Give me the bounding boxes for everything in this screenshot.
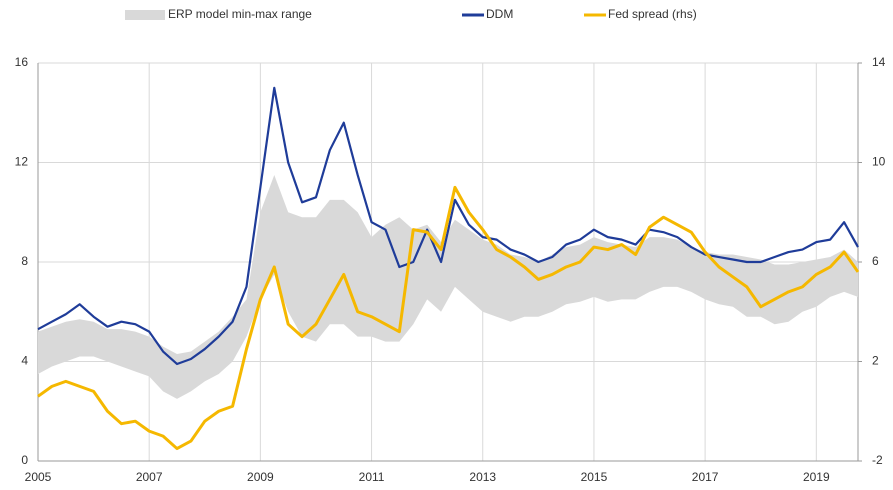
y-tick-label: 16 xyxy=(15,55,29,69)
legend-label: ERP model min-max range xyxy=(168,7,312,21)
y-tick-label: 12 xyxy=(15,155,29,169)
legend-label: DDM xyxy=(486,7,513,21)
legend-label: Fed spread (rhs) xyxy=(608,7,697,21)
x-tick-label: 2015 xyxy=(581,470,608,484)
range-band xyxy=(38,174,858,399)
x-tick-label: 2019 xyxy=(803,470,830,484)
y2-tick-label: -2 xyxy=(872,453,883,467)
series-line xyxy=(37,185,860,451)
y2-tick-label: 10 xyxy=(872,155,886,169)
x-tick-label: 2007 xyxy=(136,470,163,484)
y-tick-label: 4 xyxy=(21,354,28,368)
x-tick-label: 2005 xyxy=(25,470,52,484)
x-tick-label: 2017 xyxy=(692,470,719,484)
y-tick-label: 8 xyxy=(21,254,28,268)
y2-tick-label: 6 xyxy=(872,254,879,268)
x-tick-label: 2009 xyxy=(247,470,274,484)
x-tick-label: 2011 xyxy=(359,470,385,484)
x-tick-label: 2013 xyxy=(469,470,496,484)
y2-tick-label: 2 xyxy=(872,354,879,368)
y2-tick-label: 14 xyxy=(872,55,886,69)
legend-swatch xyxy=(125,10,165,20)
series-line xyxy=(37,86,859,366)
y-tick-label: 0 xyxy=(21,453,28,467)
